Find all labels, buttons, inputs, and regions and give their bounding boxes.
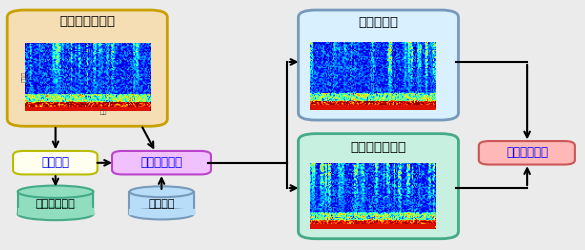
Bar <box>310 106 435 110</box>
FancyBboxPatch shape <box>479 141 575 165</box>
Ellipse shape <box>129 186 194 197</box>
Ellipse shape <box>129 208 194 220</box>
FancyBboxPatch shape <box>13 151 98 174</box>
Text: 混合音（入力）: 混合音（入力） <box>60 15 116 28</box>
Ellipse shape <box>18 186 94 198</box>
Bar <box>25 107 150 112</box>
Text: 声モデル: 声モデル <box>148 199 175 209</box>
Text: 遅延なし推定: 遅延なし推定 <box>140 156 183 169</box>
Text: 時刻: 時刻 <box>100 110 108 115</box>
Text: 逐次学習: 逐次学習 <box>42 156 70 169</box>
Text: バランス調整: バランス調整 <box>506 146 548 160</box>
FancyBboxPatch shape <box>7 10 167 126</box>
Text: 推定した背景音: 推定した背景音 <box>350 141 407 154</box>
Text: 背景音モデル: 背景音モデル <box>36 199 75 209</box>
Bar <box>310 224 435 229</box>
FancyBboxPatch shape <box>298 134 459 239</box>
FancyBboxPatch shape <box>112 151 211 174</box>
Text: 周波数: 周波数 <box>22 71 27 83</box>
Ellipse shape <box>18 208 94 220</box>
Text: 推定した声: 推定した声 <box>359 16 398 29</box>
FancyBboxPatch shape <box>298 10 459 120</box>
